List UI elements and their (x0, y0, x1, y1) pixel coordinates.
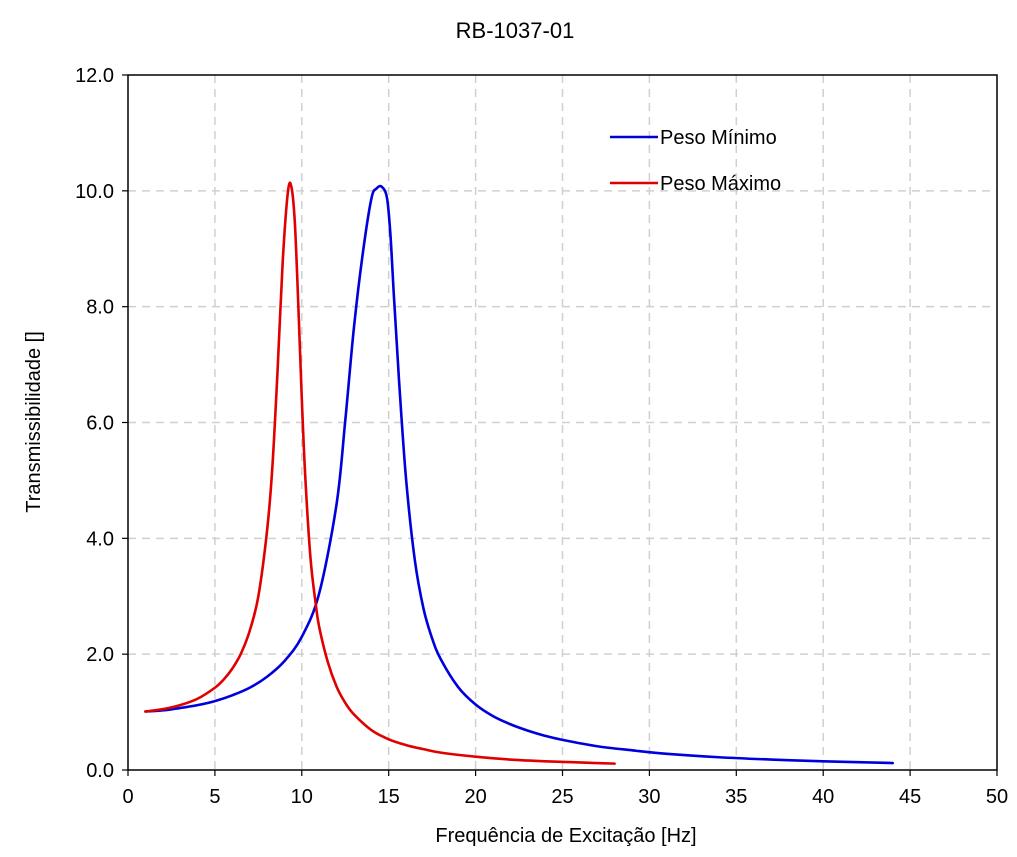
x-tick-label: 45 (899, 786, 921, 808)
legend-label-2: Peso Máximo (660, 173, 781, 195)
x-axis-ticks: 0 5 10 15 20 25 30 35 40 45 50 (122, 770, 1008, 808)
legend-label-1: Peso Mínimo (660, 127, 777, 149)
x-tick-label: 10 (291, 786, 313, 808)
y-tick-label: 2.0 (86, 644, 114, 666)
y-tick-label: 10.0 (75, 181, 114, 203)
x-tick-label: 35 (725, 786, 747, 808)
y-tick-label: 8.0 (86, 297, 114, 319)
series-line-1 (144, 184, 895, 765)
series-line-2 (144, 181, 616, 765)
x-axis-title: Frequência de Excitação [Hz] (435, 825, 696, 847)
x-tick-label: 30 (638, 786, 660, 808)
y-tick-label: 6.0 (86, 413, 114, 435)
x-tick-label: 0 (122, 786, 133, 808)
x-tick-label: 25 (551, 786, 573, 808)
y-tick-label: 12.0 (75, 65, 114, 87)
chart-title: RB-1037-01 (456, 18, 575, 43)
y-axis-title: Transmissibilidade [] (23, 331, 45, 513)
y-tick-label: 4.0 (86, 528, 114, 550)
x-tick-label: 5 (209, 786, 220, 808)
x-tick-label: 40 (812, 786, 834, 808)
x-tick-label: 50 (986, 786, 1008, 808)
y-axis-ticks: 0.0 2.0 4.0 6.0 8.0 10.0 12.0 (75, 65, 128, 782)
x-tick-label: 20 (464, 786, 486, 808)
series-layer (144, 181, 895, 765)
legend: Peso Mínimo Peso Máximo (610, 127, 781, 195)
y-tick-label: 0.0 (86, 760, 114, 782)
x-tick-label: 15 (378, 786, 400, 808)
grid-lines (128, 75, 997, 770)
